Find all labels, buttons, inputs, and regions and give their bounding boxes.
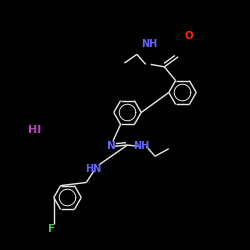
Text: F: F: [48, 224, 55, 234]
Text: NH: NH: [140, 39, 157, 49]
Text: NH: NH: [133, 141, 150, 151]
Text: N: N: [107, 141, 116, 151]
Text: HN: HN: [86, 164, 102, 174]
Text: HI: HI: [28, 125, 42, 135]
Text: O: O: [184, 31, 193, 41]
